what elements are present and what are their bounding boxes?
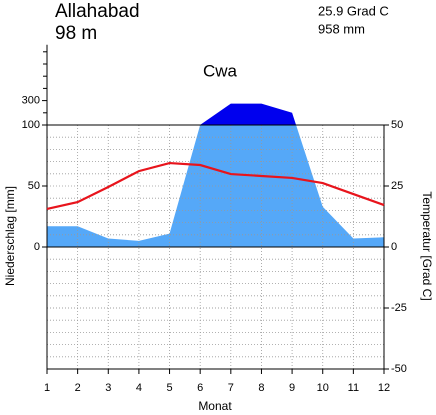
x-tick-label: 5 — [166, 382, 172, 394]
y-tick-label: 0 — [34, 241, 40, 253]
x-tick-label: 11 — [348, 382, 359, 394]
x-tick-label: 12 — [378, 382, 390, 394]
y-tick-label: 100 — [22, 119, 40, 131]
x-tick-label: 2 — [75, 382, 81, 394]
temperature-line — [46, 161, 385, 211]
x-tick-label: 6 — [197, 382, 203, 394]
mean-temperature: 25.9 Grad C — [318, 3, 389, 18]
y-tick-label: 300 — [22, 95, 40, 107]
station-elevation: 98 m — [55, 23, 97, 44]
y-axis-label: Niederschlag [mm] — [3, 186, 17, 286]
x-tick-label: 1 — [44, 382, 50, 394]
station-name: Allahabad — [55, 1, 140, 22]
y2-tick-label: 50 — [391, 119, 403, 131]
y2-tick-label: -25 — [391, 302, 407, 314]
x-tick-label: 4 — [136, 382, 142, 394]
x-tick-label: 8 — [258, 382, 264, 394]
x-tick-label: 9 — [289, 382, 295, 394]
x-tick-label: 3 — [105, 382, 111, 394]
chart-title: Cwa — [203, 61, 238, 80]
x-tick-label: 7 — [228, 382, 234, 394]
precipitation-area-over-100 — [200, 103, 297, 125]
y2-axis-label: Temperatur [Grad C] — [420, 191, 434, 300]
y2-tick-label: -50 — [391, 363, 407, 375]
x-tick-label: 10 — [317, 382, 329, 394]
y2-tick-label: 0 — [391, 241, 397, 253]
y2-tick-label: 25 — [391, 180, 403, 192]
x-axis-label: Monat — [198, 399, 232, 413]
annual-precipitation: 958 mm — [318, 21, 365, 36]
y-tick-label: 50 — [28, 180, 40, 192]
